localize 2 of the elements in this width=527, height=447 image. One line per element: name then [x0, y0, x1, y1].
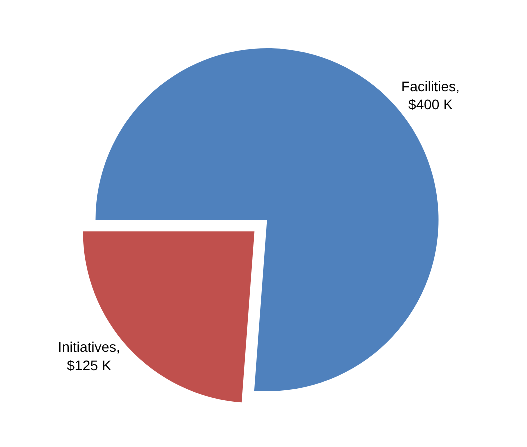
- slice-label: Facilities, $400 K: [402, 78, 460, 113]
- slice-label: Initiatives, $125 K: [58, 339, 120, 374]
